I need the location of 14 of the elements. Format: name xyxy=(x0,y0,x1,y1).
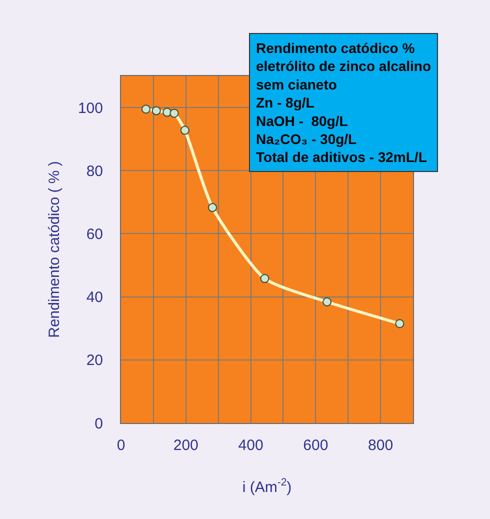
x-tick-label: 600 xyxy=(303,437,328,454)
x-tick-label: 400 xyxy=(238,437,264,454)
x-tick-label: 0 xyxy=(116,437,126,454)
y-tick-label: 80 xyxy=(86,162,103,180)
y-tick-label: 0 xyxy=(94,415,103,432)
annotation: Rendimento catódico % eletrólito de zinco alcalino sem cianeto Zn - 8g/L NaOH - 80g/L Na₂CO₃ - 30g/L Total de aditivos - 32mL/L xyxy=(256,40,432,166)
y-tick-label: 20 xyxy=(86,352,103,370)
y-tick-label: 40 xyxy=(86,289,103,306)
x-tick-label: 800 xyxy=(368,437,394,454)
y-tick-label: 100 xyxy=(78,100,103,117)
x-tick-label: 200 xyxy=(173,437,198,454)
x-axis-title: i (Am$^{-2}$) xyxy=(242,476,292,496)
y-tick-label: 60 xyxy=(86,226,103,243)
y-axis-title: Rendimento catódico ( % ) xyxy=(46,161,64,338)
